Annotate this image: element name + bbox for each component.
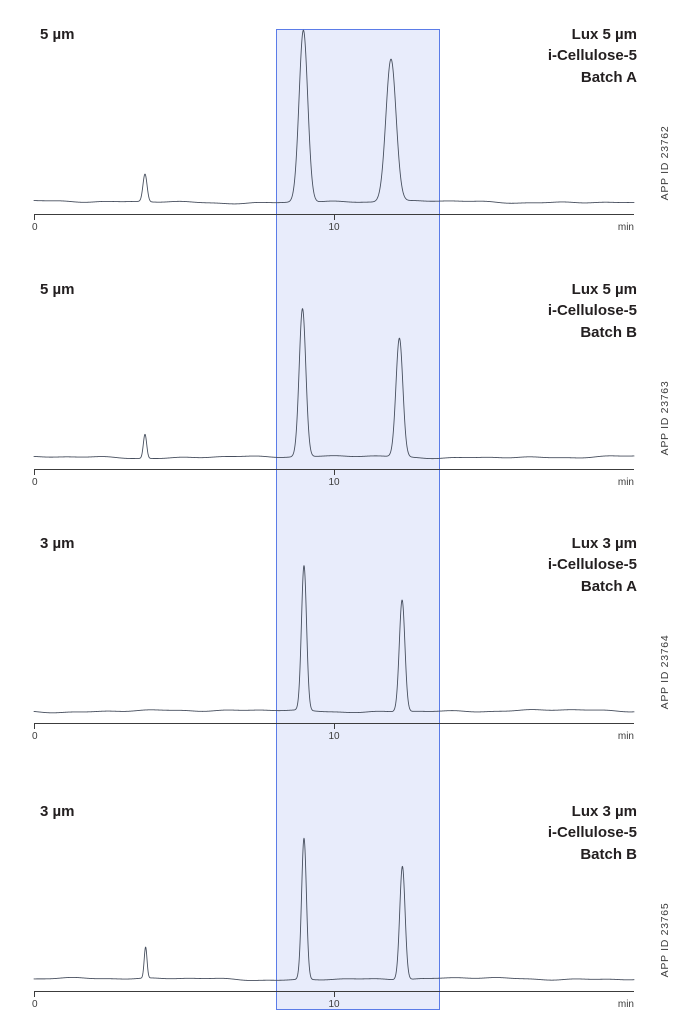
axis-tick-label-10-4: 10	[328, 999, 340, 1010]
axis-unit-label-3: min	[617, 731, 634, 742]
particle-size-label-2: 5 µm	[40, 281, 75, 298]
column-label-line2-2: i-Cellulose-5	[547, 302, 637, 320]
column-label-line2-3: i-Cellulose-5	[547, 556, 637, 574]
chromatogram-trace-3	[34, 566, 634, 713]
app-id-text-2: APP ID 23763	[659, 380, 671, 456]
axis-unit-label-4: min	[617, 999, 634, 1010]
column-label-3: Lux 3 µm i-Cellulose-5 Batch A	[548, 533, 637, 597]
axis-unit-label-1: min	[617, 222, 634, 233]
x-axis-1: 0 10 min	[32, 214, 634, 242]
axis-tick-label-0-4: 0	[32, 999, 38, 1010]
axis-unit-label-2: min	[617, 477, 634, 488]
axis-tick-10-4	[334, 991, 335, 997]
app-id-label-3: APP ID 23764	[657, 617, 673, 727]
x-axis-3: 0 10 min	[32, 723, 634, 751]
column-label-line1-4: Lux 3 µm	[571, 803, 637, 820]
column-label-4: Lux 3 µm i-Cellulose-5 Batch B	[548, 801, 637, 865]
particle-size-label-1: 5 µm	[40, 26, 75, 43]
column-label-line1-2: Lux 5 µm	[571, 281, 637, 298]
chromatogram-trace-2	[34, 309, 634, 459]
column-label-line3-2: Batch B	[580, 323, 637, 341]
chromatogram-trace-4	[34, 838, 634, 980]
x-axis-2: 0 10 min	[32, 469, 634, 497]
trace-plot-1	[34, 18, 634, 203]
chromatogram-trace-1	[34, 30, 634, 204]
axis-tick-0-3	[34, 723, 35, 729]
column-label-line3-3: Batch A	[580, 577, 637, 595]
axis-tick-label-10-1: 10	[328, 222, 340, 233]
column-label-line3-4: Batch B	[580, 845, 637, 863]
app-id-label-4: APP ID 23765	[657, 885, 673, 995]
axis-tick-10-2	[334, 469, 335, 475]
app-id-text-3: APP ID 23764	[659, 634, 671, 710]
app-id-label-2: APP ID 23763	[657, 363, 673, 473]
axis-tick-0-4	[34, 991, 35, 997]
trace-plot-3	[34, 527, 634, 712]
column-label-line3-1: Batch A	[580, 68, 637, 86]
trace-plot-4	[34, 795, 634, 980]
app-id-text-1: APP ID 23762	[659, 125, 671, 201]
trace-svg-2	[34, 273, 634, 458]
trace-svg-4	[34, 795, 634, 980]
particle-size-label-4: 3 µm	[40, 803, 75, 820]
column-label-line1-1: Lux 5 µm	[571, 26, 637, 43]
trace-svg-1	[34, 18, 634, 203]
trace-svg-3	[34, 527, 634, 712]
trace-plot-2	[34, 273, 634, 458]
axis-tick-label-0-1: 0	[32, 222, 38, 233]
app-id-text-4: APP ID 23765	[659, 902, 671, 978]
column-label-line2-1: i-Cellulose-5	[547, 47, 637, 65]
column-label-line2-4: i-Cellulose-5	[547, 824, 637, 842]
column-label-1: Lux 5 µm i-Cellulose-5 Batch A	[548, 24, 637, 88]
axis-tick-10-1	[334, 214, 335, 220]
app-id-label-1: APP ID 23762	[657, 108, 673, 218]
axis-tick-label-10-3: 10	[328, 731, 340, 742]
axis-tick-label-10-2: 10	[328, 477, 340, 488]
column-label-line1-3: Lux 3 µm	[571, 535, 637, 552]
axis-tick-10-3	[334, 723, 335, 729]
x-axis-4: 0 10 min	[32, 991, 634, 1019]
column-label-2: Lux 5 µm i-Cellulose-5 Batch B	[548, 279, 637, 343]
axis-tick-0-2	[34, 469, 35, 475]
particle-size-label-3: 3 µm	[40, 535, 75, 552]
axis-tick-label-0-3: 0	[32, 731, 38, 742]
axis-tick-label-0-2: 0	[32, 477, 38, 488]
axis-tick-0-1	[34, 214, 35, 220]
